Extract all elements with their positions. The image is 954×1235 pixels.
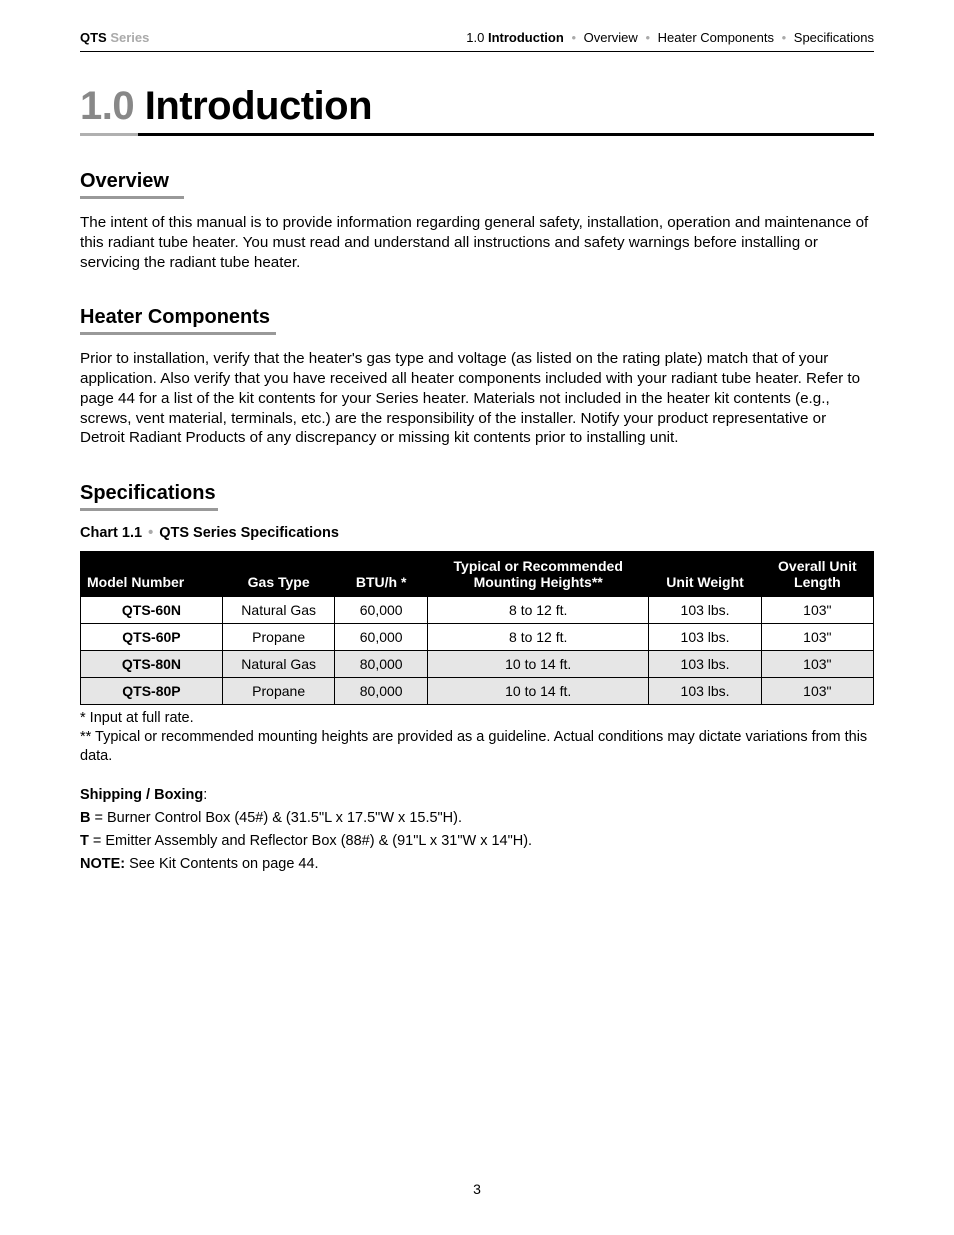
bullet-icon: • (571, 30, 576, 45)
col-length-line1: Overall Unit (778, 558, 857, 574)
cell-model: QTS-60P (81, 624, 223, 651)
page-header: QTS Series 1.0 Introduction • Overview •… (80, 30, 874, 52)
header-left: QTS Series (80, 30, 149, 45)
chart-label-b: QTS Series Specifications (155, 525, 339, 541)
table-row: QTS-60PPropane60,0008 to 12 ft.103 lbs.1… (81, 624, 874, 651)
bullet-icon: • (782, 30, 787, 45)
cell-btu: 60,000 (335, 597, 428, 624)
chart-caption: Chart 1.1 • QTS Series Specifications (80, 525, 874, 541)
cell-gas: Natural Gas (222, 597, 334, 624)
document-page: QTS Series 1.0 Introduction • Overview •… (0, 0, 954, 1235)
title-underline (80, 133, 874, 136)
cell-mount: 8 to 12 ft. (427, 597, 648, 624)
chart-label-a: Chart 1.1 (80, 525, 146, 541)
cell-length: 103" (761, 597, 873, 624)
col-length-line2: Length (794, 574, 841, 590)
overview-heading: Overview (80, 170, 874, 193)
cell-mount: 10 to 14 ft. (427, 651, 648, 678)
col-model: Model Number (81, 552, 223, 597)
heater-components-text: Prior to installation, verify that the h… (80, 349, 874, 448)
cell-weight: 103 lbs. (649, 651, 761, 678)
shipping-b-text: = Burner Control Box (45#) & (31.5"L x 1… (90, 810, 462, 826)
cell-model: QTS-60N (81, 597, 223, 624)
shipping-t-text: = Emitter Assembly and Reflector Box (88… (89, 833, 532, 849)
cell-length: 103" (761, 624, 873, 651)
header-right: 1.0 Introduction • Overview • Heater Com… (466, 30, 874, 45)
shipping-heading: Shipping / Boxing: (80, 784, 874, 807)
bullet-icon: • (148, 525, 153, 541)
shipping-b-label: B (80, 810, 90, 826)
header-section-name: Introduction (488, 30, 564, 45)
note-text: See Kit Contents on page 44. (125, 856, 318, 872)
col-mount-line2: Mounting Heights** (474, 574, 603, 590)
cell-mount: 8 to 12 ft. (427, 624, 648, 651)
col-mount: Typical or Recommended Mounting Heights*… (427, 552, 648, 597)
header-series-gray: Series (107, 30, 150, 45)
header-series-bold: QTS (80, 30, 107, 45)
cell-mount: 10 to 14 ft. (427, 678, 648, 705)
cell-weight: 103 lbs. (649, 624, 761, 651)
table-body: QTS-60NNatural Gas60,0008 to 12 ft.103 l… (81, 597, 874, 705)
shipping-line-t: T = Emitter Assembly and Reflector Box (… (80, 830, 874, 853)
specifications-heading: Specifications (80, 482, 874, 505)
shipping-heading-bold: Shipping / Boxing (80, 787, 203, 803)
bullet-icon: • (645, 30, 650, 45)
note-label: NOTE: (80, 856, 125, 872)
cell-length: 103" (761, 678, 873, 705)
shipping-t-label: T (80, 833, 89, 849)
table-row: QTS-80PPropane80,00010 to 14 ft.103 lbs.… (81, 678, 874, 705)
cell-length: 103" (761, 651, 873, 678)
heading-underline (80, 508, 218, 511)
title-word: Introduction (145, 84, 372, 128)
cell-btu: 80,000 (335, 678, 428, 705)
header-topic: Overview (584, 30, 638, 45)
heading-underline (80, 196, 184, 199)
cell-gas: Propane (222, 678, 334, 705)
cell-model: QTS-80P (81, 678, 223, 705)
footnote-2: ** Typical or recommended mounting heigh… (80, 728, 874, 766)
shipping-note: NOTE: See Kit Contents on page 44. (80, 853, 874, 876)
col-gas: Gas Type (222, 552, 334, 597)
title-number: 1.0 (80, 84, 145, 128)
cell-btu: 80,000 (335, 651, 428, 678)
header-topic: Heater Components (658, 30, 774, 45)
page-number: 3 (0, 1181, 954, 1197)
table-footnotes: * Input at full rate. ** Typical or reco… (80, 709, 874, 766)
shipping-block: Shipping / Boxing: B = Burner Control Bo… (80, 784, 874, 877)
heater-components-heading: Heater Components (80, 306, 874, 329)
col-mount-line1: Typical or Recommended (454, 558, 623, 574)
col-weight: Unit Weight (649, 552, 761, 597)
shipping-line-b: B = Burner Control Box (45#) & (31.5"L x… (80, 807, 874, 830)
header-section-number: 1.0 (466, 30, 488, 45)
cell-gas: Natural Gas (222, 651, 334, 678)
header-topic: Specifications (794, 30, 874, 45)
cell-btu: 60,000 (335, 624, 428, 651)
table-header-row: Model Number Gas Type BTU/h * Typical or… (81, 552, 874, 597)
col-btu: BTU/h * (335, 552, 428, 597)
specifications-table: Model Number Gas Type BTU/h * Typical or… (80, 551, 874, 705)
cell-gas: Propane (222, 624, 334, 651)
table-row: QTS-80NNatural Gas80,00010 to 14 ft.103 … (81, 651, 874, 678)
table-row: QTS-60NNatural Gas60,0008 to 12 ft.103 l… (81, 597, 874, 624)
footnote-1: * Input at full rate. (80, 709, 874, 728)
col-length: Overall Unit Length (761, 552, 873, 597)
cell-model: QTS-80N (81, 651, 223, 678)
page-title: 1.0 Introduction (80, 84, 874, 129)
heading-underline (80, 332, 276, 335)
cell-weight: 103 lbs. (649, 597, 761, 624)
overview-text: The intent of this manual is to provide … (80, 213, 874, 272)
cell-weight: 103 lbs. (649, 678, 761, 705)
